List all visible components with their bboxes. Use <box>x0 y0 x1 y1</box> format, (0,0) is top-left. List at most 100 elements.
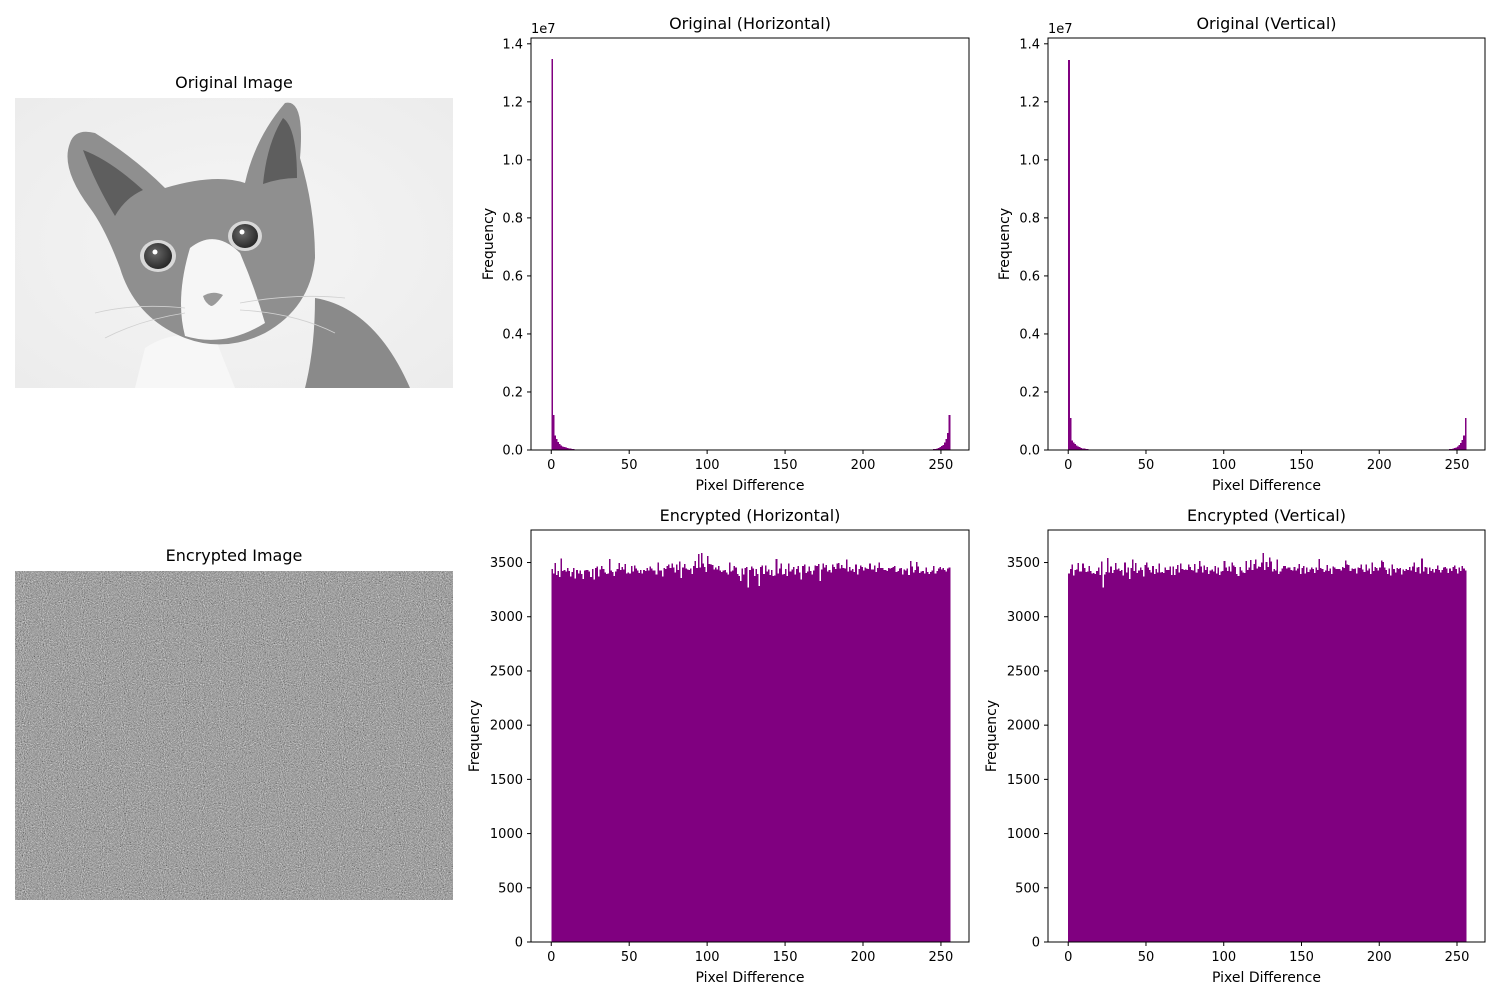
histogram-bar <box>1119 570 1122 942</box>
histogram-bar <box>1268 557 1271 942</box>
histogram-bar <box>624 564 627 942</box>
plot-frame <box>1047 529 1486 943</box>
histogram-bar <box>1461 566 1464 942</box>
histogram-bar <box>1181 568 1184 942</box>
histogram-bar <box>629 573 631 942</box>
histogram-bar <box>1380 560 1383 942</box>
y-tick-label: 0.2 <box>502 385 523 400</box>
histogram-bar <box>878 562 881 942</box>
histogram-bar <box>1419 573 1422 942</box>
histogram-bar <box>565 447 567 450</box>
histogram-bar <box>1463 568 1465 942</box>
x-tick-label: 100 <box>695 458 720 473</box>
histogram-bar <box>856 574 859 942</box>
x-axis-label: Pixel Difference <box>1212 970 1321 986</box>
histogram-bar <box>1215 573 1218 942</box>
histogram-bar <box>1298 563 1300 942</box>
histogram-bar <box>786 575 789 942</box>
histogram-bar <box>1108 572 1111 942</box>
histogram-bar <box>576 569 578 942</box>
histogram-bar <box>795 569 798 942</box>
histogram-bar <box>1429 567 1431 942</box>
histogram-bar <box>724 569 726 942</box>
histogram-bar <box>1397 569 1400 942</box>
y-tick-label: 0.8 <box>1019 211 1040 226</box>
histogram-bar <box>917 566 920 942</box>
histogram-bar <box>1401 574 1403 942</box>
x-tick-label: 0 <box>1064 950 1072 965</box>
histogram-bar <box>682 567 684 942</box>
histogram-bar <box>1285 568 1288 942</box>
histogram-bar <box>834 569 837 942</box>
histogram-bar <box>1071 440 1073 450</box>
histogram-bar <box>859 565 862 942</box>
histogram-bar <box>1164 567 1167 942</box>
histogram-bar <box>1436 565 1439 942</box>
histogram-bar <box>728 562 731 942</box>
histogram-bar <box>1278 574 1280 942</box>
histogram-bar <box>842 567 845 942</box>
histogram-bar <box>771 570 773 942</box>
histogram-bar <box>1099 575 1101 942</box>
histogram-bar <box>1096 570 1098 942</box>
histogram-bar <box>560 445 563 450</box>
histogram-bar <box>947 568 949 942</box>
histogram-bar <box>1312 569 1314 942</box>
histogram-bar <box>1355 573 1358 942</box>
histogram-bar <box>718 565 720 942</box>
histogram-bar <box>891 568 893 942</box>
histogram-bar <box>934 448 937 450</box>
histogram-bar <box>839 568 842 942</box>
histogram-bar <box>1219 575 1221 942</box>
histogram-bar <box>1114 563 1117 942</box>
histogram-bar <box>739 580 742 942</box>
histogram-bar <box>669 567 672 942</box>
histogram-bar <box>1259 566 1262 942</box>
histogram-bar <box>1158 563 1160 942</box>
histogram-bar <box>788 563 790 942</box>
histogram-bar <box>944 569 946 942</box>
y-tick-label: 1.4 <box>1019 37 1040 52</box>
histogram-bar <box>647 570 650 942</box>
histogram-bar <box>672 567 675 942</box>
histogram-bar <box>1125 572 1128 942</box>
y-tick-label: 1.4 <box>502 37 523 52</box>
histogram-bar <box>1351 568 1353 942</box>
histogram-bar <box>1103 574 1106 942</box>
histogram-bar <box>1345 560 1347 942</box>
histogram-bar <box>836 563 839 942</box>
y-tick-label: 500 <box>1015 881 1040 896</box>
histogram-bar <box>1228 566 1230 942</box>
histogram-bar <box>661 576 664 942</box>
offset-text: 1e7 <box>1048 22 1073 37</box>
histogram-bar <box>1085 571 1087 942</box>
histogram-bar <box>1257 566 1260 942</box>
histogram-bar <box>1163 573 1165 942</box>
histogram-bar <box>621 566 623 942</box>
histogram-bar <box>1205 569 1207 942</box>
histogram-bar <box>568 571 570 942</box>
histogram-bar <box>940 569 943 942</box>
histogram-bar <box>630 566 633 942</box>
histogram-bar <box>1189 566 1192 942</box>
histogram-bar <box>733 566 736 942</box>
histogram-bar <box>1449 568 1451 942</box>
histogram-bar <box>557 441 560 450</box>
histogram-bar <box>1421 558 1423 942</box>
histogram-bar <box>1289 567 1291 942</box>
y-tick-label: 0.0 <box>502 444 523 459</box>
histogram-bar <box>1107 557 1109 942</box>
histogram-bar <box>1145 562 1148 942</box>
chart-title: Encrypted (Vertical) <box>1187 506 1346 525</box>
histogram-bar <box>665 569 667 942</box>
x-tick-label: 0 <box>547 458 555 473</box>
histogram-bar <box>875 571 878 942</box>
histogram-bar <box>873 565 876 942</box>
y-tick-label: 3500 <box>490 556 523 571</box>
x-tick-label: 100 <box>695 950 720 965</box>
histogram-bar <box>636 570 639 942</box>
histogram-bar <box>758 586 761 942</box>
histogram-bar <box>948 415 951 450</box>
histogram-bar <box>696 568 698 942</box>
histogram-bar <box>1418 566 1420 942</box>
